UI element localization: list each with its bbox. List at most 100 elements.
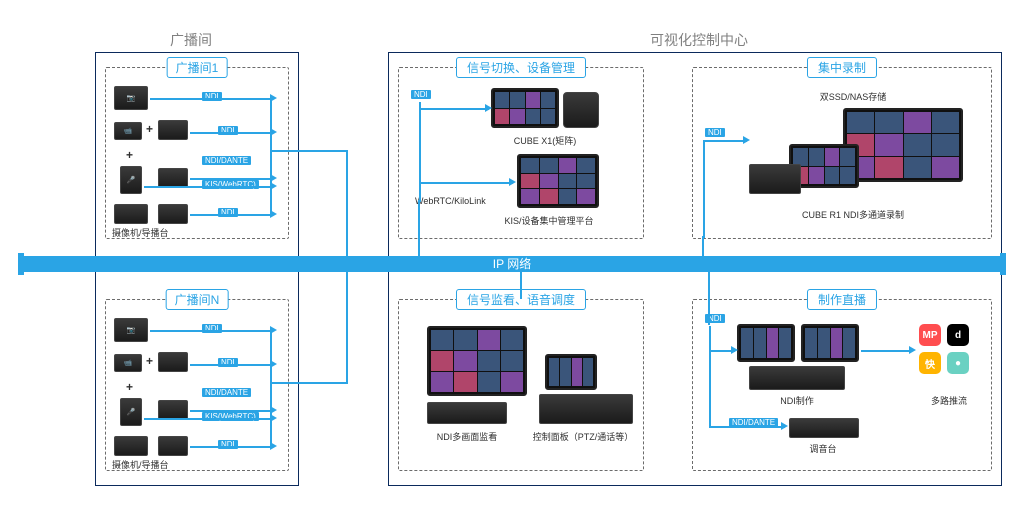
ip-bar-end-l (18, 253, 24, 275)
module-studio-n: 广播间N 📷 📹 + + 🎤 摄像机/导播台 NDI NDI NDI/DANTE… (105, 299, 289, 471)
signal-link (270, 98, 272, 215)
ip-network-bar: IP 网络 (22, 256, 1002, 272)
signal-link (419, 182, 513, 184)
device-recorder (749, 164, 801, 194)
plus-icon: + (146, 122, 153, 136)
label-ndi: NDI (411, 90, 431, 99)
device-rack (427, 402, 507, 424)
arrow-r-icon (270, 182, 277, 190)
module-switching: 信号切换、设备管理 NDI CUBE X1(矩阵) WebRTC/KiloLin… (398, 67, 644, 239)
arrow-r-icon (509, 178, 516, 186)
signal-link (190, 364, 270, 366)
signal-link (270, 330, 272, 447)
signal-link (709, 326, 711, 428)
switcher-icon (114, 204, 148, 224)
module-produce: 制作直播 NDI NDI制作 NDI/DANTE 调音台 MP d 快 ● 多路… (692, 299, 992, 471)
signal-link (419, 108, 489, 110)
arrow-r-icon (270, 326, 277, 334)
signal-link (703, 140, 747, 142)
caption-push-stream: 多路推流 (931, 394, 967, 407)
arrow-r-icon (270, 128, 277, 136)
ip-bar-end-r (1000, 253, 1006, 275)
encoder2-icon (158, 204, 188, 224)
device-control-panel (539, 394, 633, 424)
arrow-r-icon (731, 346, 738, 354)
label-ndi: NDI (705, 128, 725, 137)
signal-link (418, 200, 420, 258)
arrow-r-icon (270, 406, 277, 414)
caption-ssd-nas: 双SSD/NAS存储 (820, 90, 887, 103)
signal-link (150, 98, 270, 100)
signal-link (144, 418, 270, 420)
caption-studio-caster: 摄像机/导播台 (112, 458, 169, 471)
caption-webrtc: WebRTC/KiloLink (415, 196, 486, 206)
encoder-icon (158, 120, 188, 140)
caption-console: 控制面板（PTZ/通话等） (533, 430, 634, 443)
caption-kis-platform: KIS/设备集中管理平台 (504, 214, 593, 227)
camera2-icon: 📹 (114, 354, 142, 372)
app-icon: d (947, 324, 969, 346)
arrow-r-icon (485, 104, 492, 112)
device-prod-switcher (749, 366, 845, 390)
app-icon: 快 (919, 352, 941, 374)
signal-link (419, 102, 421, 202)
device-panel-screen (545, 354, 597, 390)
signal-link (190, 132, 270, 134)
signal-link (144, 186, 270, 188)
device-matrix (491, 88, 559, 128)
device-kis-platform (517, 154, 599, 208)
arrow-r-icon (270, 174, 277, 182)
signal-link (190, 446, 270, 448)
module-studio-1: 广播间1 📷 📹 + + 🎤 摄像机/导播台 NDI NDI NDI/DANTE… (105, 67, 289, 239)
arrow-r-icon (909, 346, 916, 354)
signal-link (346, 150, 348, 258)
module-recording: 集中录制 双SSD/NAS存储 NDI CUBE R1 NDI多通道录制 (692, 67, 992, 239)
signal-link (270, 150, 348, 152)
caption-studio-caster: 摄像机/导播台 (112, 226, 169, 239)
streaming-apps: MP d 快 ● (919, 324, 979, 374)
arrow-r-icon (270, 414, 277, 422)
arrow-r-icon (743, 136, 750, 144)
signal-link (346, 270, 348, 384)
module-title-studio-1: 广播间1 (167, 57, 228, 78)
device-audio-mixer (789, 418, 859, 438)
heading-left: 广播间 (170, 30, 212, 50)
audio-box-icon (158, 168, 188, 188)
plus-icon: + (126, 380, 133, 394)
switcher-icon (114, 436, 148, 456)
label-ndi-dante: NDI/DANTE (202, 156, 251, 165)
module-title-switching: 信号切换、设备管理 (456, 57, 586, 78)
mic-icon: 🎤 (120, 398, 142, 426)
signal-link (270, 382, 348, 384)
arrow-r-icon (270, 210, 277, 218)
signal-link (861, 350, 911, 352)
device-monitor-large (843, 108, 963, 182)
audio-box-icon (158, 400, 188, 420)
heading-right: 可视化控制中心 (650, 30, 748, 50)
device-multiview (427, 326, 527, 396)
caption-cube-r1: CUBE R1 NDI多通道录制 (802, 208, 904, 221)
plus-icon: + (126, 148, 133, 162)
module-monitor: 信号监看、语音调度 NDI多画面监看 控制面板（PTZ/通话等） (398, 299, 644, 471)
encoder-icon (158, 352, 188, 372)
caption-mixer: 调音台 (809, 442, 836, 455)
signal-link (190, 178, 270, 180)
signal-link (150, 330, 270, 332)
app-icon: MP (919, 324, 941, 346)
signal-link (190, 410, 270, 412)
signal-link (520, 270, 522, 299)
device-prod-screen-2 (801, 324, 859, 362)
plus-icon: + (146, 354, 153, 368)
arrow-r-icon (781, 422, 788, 430)
app-icon: ● (947, 352, 969, 374)
module-title-recording: 集中录制 (807, 57, 877, 78)
caption-ndi-prod: NDI制作 (780, 394, 814, 407)
caption-multiview: NDI多画面监看 (437, 430, 498, 443)
signal-link (702, 236, 704, 258)
signal-link (190, 214, 270, 216)
caption-cubex1: CUBE X1(矩阵) (514, 134, 577, 147)
signal-link (703, 140, 705, 238)
arrow-r-icon (270, 442, 277, 450)
mic-icon: 🎤 (120, 166, 142, 194)
camera-icon: 📷 (114, 86, 148, 110)
